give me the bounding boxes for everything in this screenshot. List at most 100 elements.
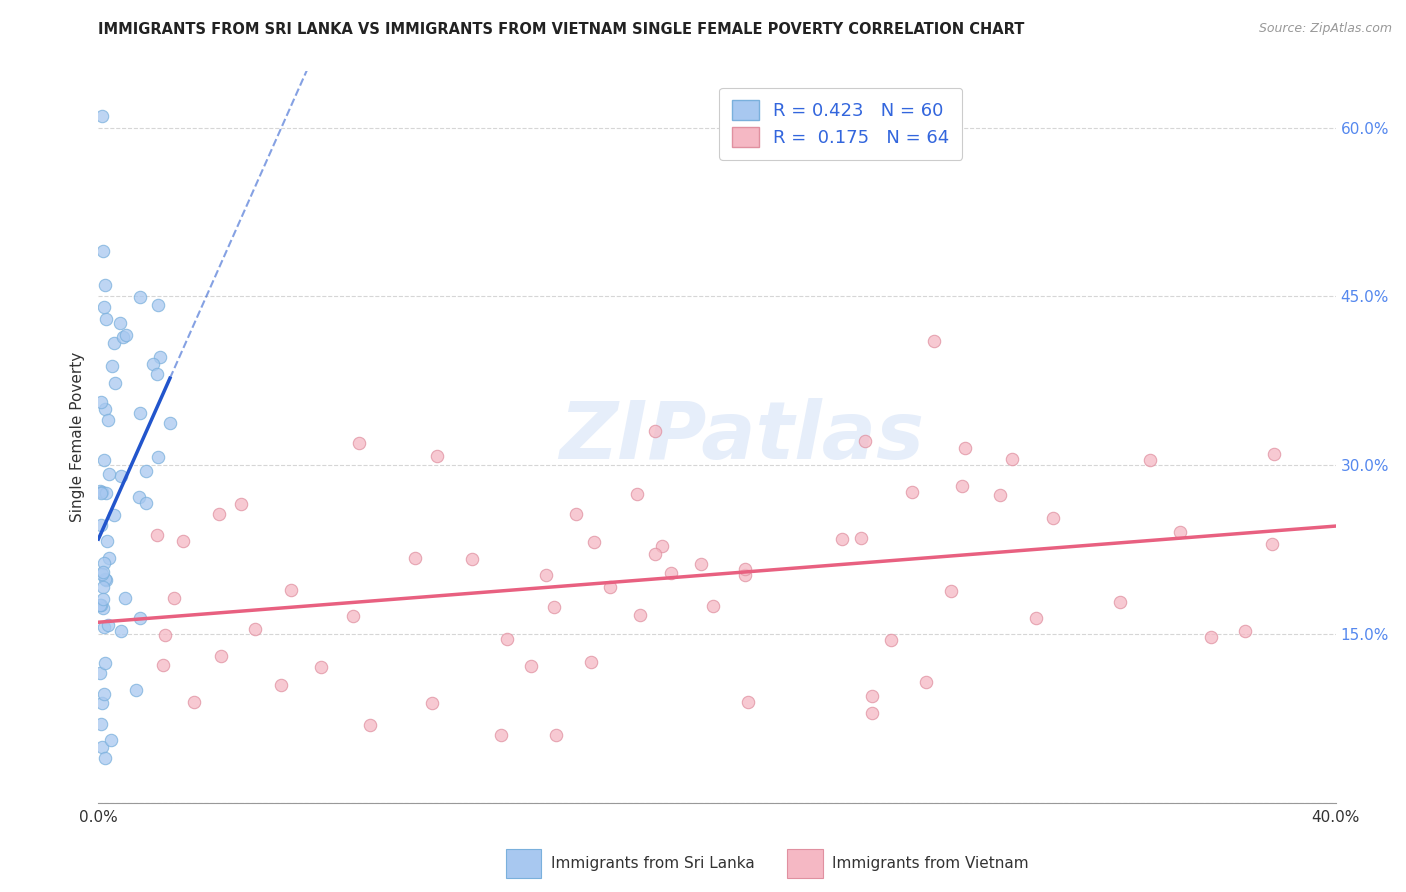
Point bbox=[129, 611, 152, 625]
Text: IMMIGRANTS FROM SRI LANKA VS IMMIGRANTS FROM VIETNAM SINGLE FEMALE POVERTY CORRE: IMMIGRANTS FROM SRI LANKA VS IMMIGRANTS … bbox=[98, 22, 1025, 37]
Point bbox=[950, 479, 973, 493]
Point bbox=[1001, 451, 1024, 466]
Point bbox=[129, 406, 152, 420]
Point bbox=[359, 717, 381, 731]
Point bbox=[1168, 524, 1191, 539]
Point bbox=[583, 534, 606, 549]
Point bbox=[135, 464, 157, 478]
Point bbox=[342, 609, 364, 624]
Point bbox=[93, 687, 115, 701]
Point bbox=[93, 556, 115, 570]
Point bbox=[124, 683, 146, 698]
Point bbox=[659, 566, 682, 580]
Point bbox=[280, 583, 302, 598]
Point bbox=[880, 632, 903, 647]
Point bbox=[115, 327, 138, 342]
Text: ZIPatlas: ZIPatlas bbox=[560, 398, 924, 476]
Point bbox=[93, 278, 115, 293]
Point bbox=[146, 450, 169, 464]
Point bbox=[93, 620, 115, 634]
Point bbox=[91, 565, 114, 579]
Point bbox=[644, 547, 666, 561]
Point bbox=[734, 562, 756, 576]
Point bbox=[94, 573, 117, 587]
Point bbox=[1139, 452, 1161, 467]
Point bbox=[103, 508, 125, 522]
Point bbox=[142, 357, 165, 371]
Point bbox=[860, 689, 883, 703]
Point bbox=[90, 717, 112, 731]
Point bbox=[101, 359, 124, 373]
Point bbox=[520, 658, 543, 673]
Point bbox=[1109, 595, 1132, 609]
Point bbox=[163, 591, 186, 605]
Point bbox=[1042, 511, 1064, 525]
Point bbox=[110, 624, 132, 638]
Point bbox=[347, 436, 370, 450]
Point bbox=[489, 728, 512, 742]
Text: Immigrants from Sri Lanka: Immigrants from Sri Lanka bbox=[551, 856, 755, 871]
Point bbox=[148, 298, 170, 312]
Point bbox=[851, 531, 873, 545]
Point bbox=[91, 592, 114, 607]
Point bbox=[628, 608, 651, 623]
Point bbox=[599, 580, 621, 594]
Point bbox=[149, 350, 172, 364]
Point bbox=[183, 695, 205, 709]
Point bbox=[90, 485, 112, 500]
Point bbox=[96, 533, 118, 548]
Point bbox=[110, 468, 132, 483]
Point bbox=[93, 401, 115, 416]
Point bbox=[97, 413, 120, 427]
Point bbox=[536, 568, 558, 582]
Point bbox=[309, 660, 332, 674]
Y-axis label: Single Female Poverty: Single Female Poverty bbox=[69, 352, 84, 522]
Point bbox=[159, 416, 181, 430]
Point bbox=[90, 598, 112, 612]
Legend: R = 0.423   N = 60, R =  0.175   N = 64: R = 0.423 N = 60, R = 0.175 N = 64 bbox=[720, 87, 962, 160]
Point bbox=[112, 330, 135, 344]
Point bbox=[853, 434, 876, 448]
Point bbox=[579, 656, 602, 670]
Point bbox=[153, 628, 176, 642]
Point bbox=[90, 109, 112, 123]
Point bbox=[91, 244, 114, 259]
Point bbox=[91, 601, 114, 615]
Point bbox=[97, 467, 120, 482]
Point bbox=[404, 551, 426, 566]
Point bbox=[420, 696, 443, 710]
Point bbox=[914, 674, 936, 689]
Point bbox=[152, 658, 174, 673]
Point bbox=[831, 532, 853, 546]
Point bbox=[96, 312, 118, 326]
Point bbox=[543, 599, 565, 614]
Point bbox=[1025, 610, 1047, 624]
Point bbox=[626, 487, 648, 501]
Point bbox=[243, 622, 266, 636]
Point bbox=[128, 490, 150, 504]
Point bbox=[651, 539, 673, 553]
Point bbox=[988, 488, 1011, 502]
Point bbox=[90, 739, 112, 754]
Point bbox=[270, 678, 292, 692]
Point bbox=[108, 316, 131, 330]
Point bbox=[426, 449, 449, 463]
Point bbox=[94, 751, 117, 765]
Point bbox=[702, 599, 724, 614]
Point bbox=[100, 733, 122, 747]
Point bbox=[209, 649, 232, 664]
Point bbox=[901, 484, 924, 499]
Point bbox=[97, 617, 120, 632]
Point bbox=[96, 486, 118, 500]
Point bbox=[114, 591, 136, 605]
Point bbox=[1199, 630, 1222, 644]
Point bbox=[94, 573, 117, 587]
Point bbox=[135, 496, 157, 510]
Point bbox=[89, 666, 111, 681]
Point bbox=[1263, 447, 1285, 461]
Point bbox=[172, 534, 194, 549]
Point bbox=[90, 696, 112, 710]
Point bbox=[91, 567, 114, 582]
Point bbox=[939, 584, 962, 599]
Point bbox=[91, 580, 114, 594]
